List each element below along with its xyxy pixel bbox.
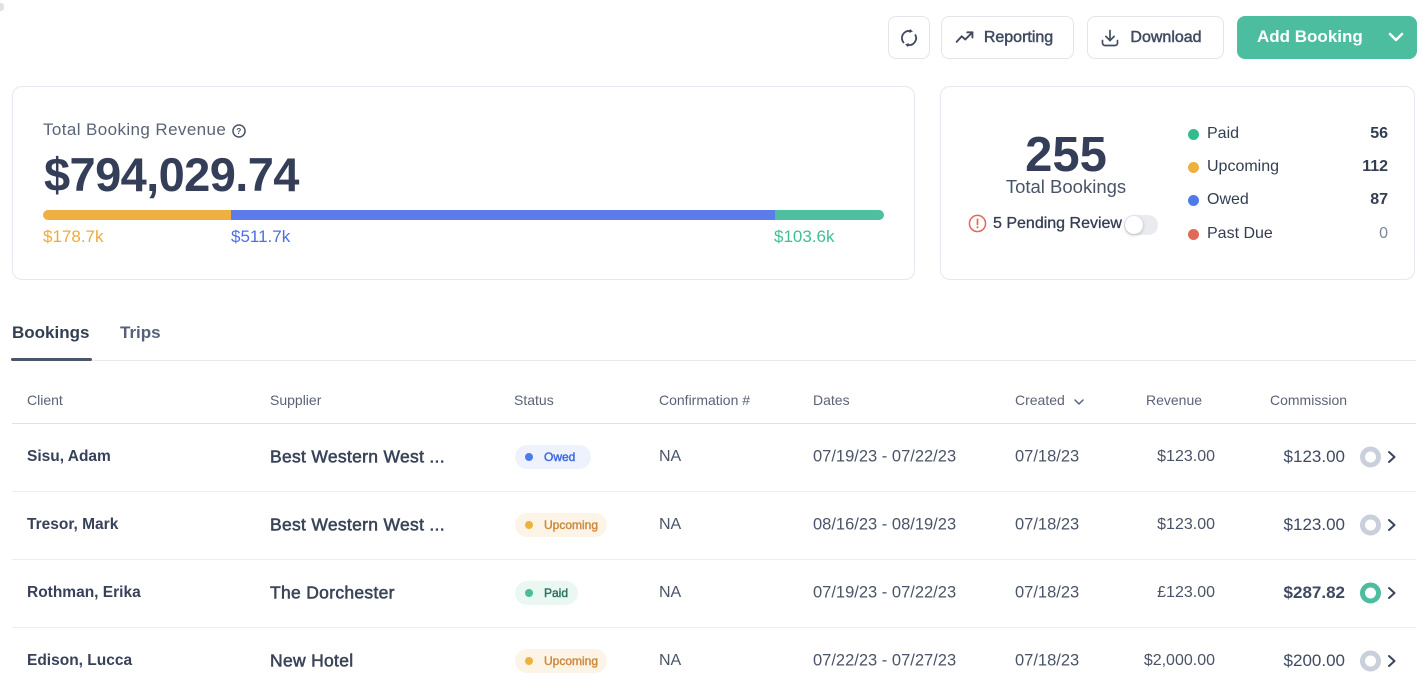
svg-text:?: ? xyxy=(237,125,242,135)
